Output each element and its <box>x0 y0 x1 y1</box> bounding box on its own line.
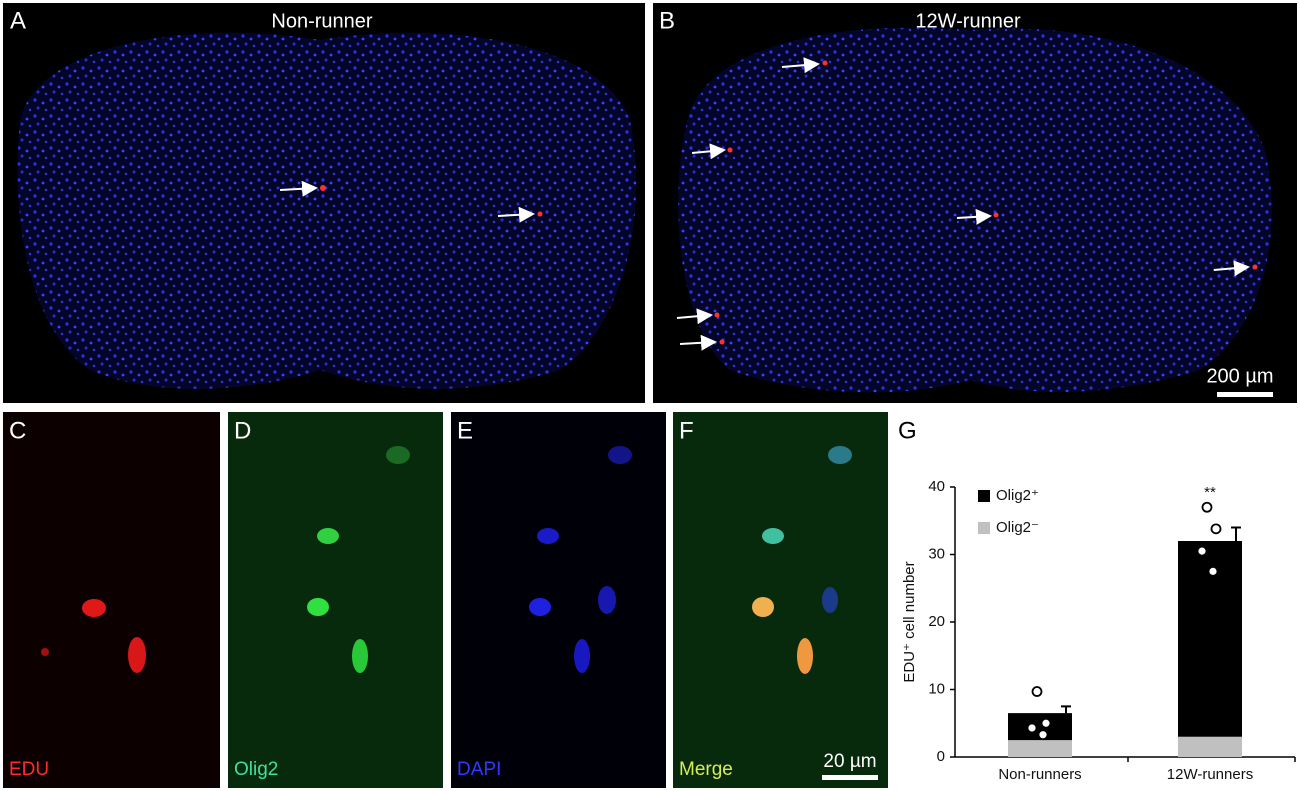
panel-label: A <box>10 7 26 34</box>
data-point <box>1040 717 1052 729</box>
error-bar <box>1061 705 1071 714</box>
panel-label: F <box>679 417 694 444</box>
y-tick-label: 20 <box>928 613 945 630</box>
scale-bar-label: 200 µm <box>1206 365 1273 387</box>
channel-label: Merge <box>679 759 733 780</box>
data-point <box>1196 545 1208 557</box>
data-point <box>1210 523 1222 535</box>
legend-swatch <box>978 490 990 502</box>
significance: ** <box>1204 484 1216 501</box>
panel-b: B 12W-runner 200 µm <box>653 3 1297 403</box>
panel-g: G EDU⁺ cell number 0 10 20 30 40 Olig2⁺ Olig2⁻… <box>898 417 1296 783</box>
data-point <box>1031 686 1043 697</box>
channel-label: Olig2 <box>234 759 278 780</box>
data-point <box>1026 722 1038 734</box>
panel-label: E <box>457 417 473 444</box>
panel-c: C EDU <box>3 412 220 788</box>
error-bar <box>1231 526 1241 541</box>
y-tick-label: 40 <box>928 478 945 495</box>
x-tick-label: 12W-runners <box>1167 766 1253 783</box>
panel-f: F Merge 20 µm <box>673 412 888 788</box>
channel-label: EDU <box>9 759 49 780</box>
panel-label: C <box>9 417 26 444</box>
data-point <box>1207 565 1219 577</box>
bar-segment <box>1008 740 1072 757</box>
panel-d: D Olig2 <box>228 412 443 788</box>
bar-segment <box>1178 736 1242 757</box>
panel-label: D <box>234 417 251 444</box>
data-point <box>1201 501 1213 513</box>
panel-a: A Non-runner <box>3 3 645 403</box>
panel-e: E DAPI <box>451 412 666 788</box>
data-point <box>1037 729 1049 741</box>
panel-label: G <box>898 417 917 444</box>
y-tick-label: 10 <box>928 680 945 697</box>
y-tick-label: 30 <box>928 545 945 562</box>
panel-title: Non-runner <box>271 10 373 32</box>
scale-bar-label: 20 µm <box>823 751 876 772</box>
legend-label: Olig2⁺ <box>996 487 1039 504</box>
channel-label: DAPI <box>457 759 501 780</box>
y-tick-label: 0 <box>937 748 945 765</box>
legend-swatch <box>978 522 990 534</box>
legend-label: Olig2⁻ <box>996 519 1039 536</box>
panel-title: 12W-runner <box>915 10 1021 32</box>
x-tick-label: Non-runners <box>998 766 1081 783</box>
panel-label: B <box>659 7 675 34</box>
y-axis-label: EDU⁺ cell number <box>901 561 918 682</box>
